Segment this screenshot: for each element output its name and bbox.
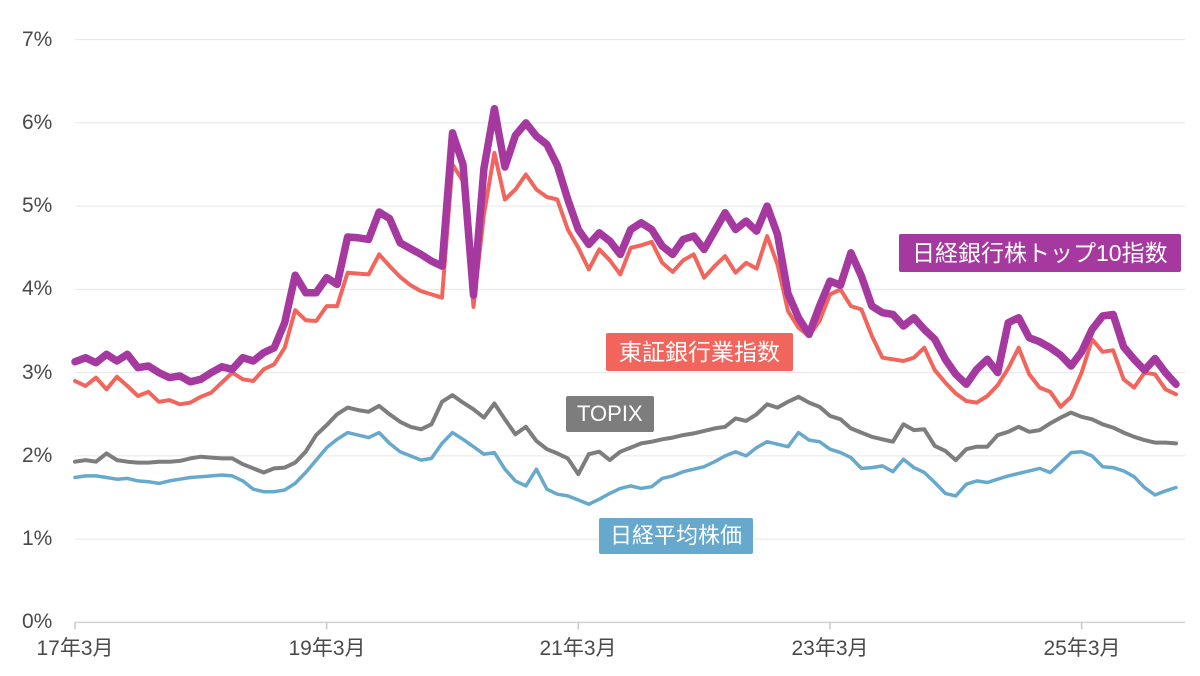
series-label-nikkei-bank-top10: 日経銀行株トップ10指数	[899, 234, 1181, 272]
series-label-nikkei-225: 日経平均株価	[599, 518, 754, 554]
x-tick-label-2: 21年3月	[539, 637, 617, 660]
series-line-0	[73, 430, 1178, 506]
series-label-tse-banks: 東証銀行業指数	[606, 333, 793, 371]
series-line-1	[73, 393, 1178, 477]
y-tick-label-7%: 7%	[22, 27, 53, 51]
series-line-2	[73, 150, 1178, 409]
x-tick-label-3: 23年3月	[791, 637, 869, 660]
y-tick-label-2%: 2%	[22, 443, 53, 467]
x-tick-label-0: 17年3月	[36, 637, 114, 660]
series-line-3	[71, 104, 1180, 389]
series-label-topix: TOPIX	[566, 396, 654, 432]
y-tick-label-3%: 3%	[22, 360, 53, 384]
y-tick-label-4%: 4%	[22, 277, 53, 301]
x-tick-label-1: 19年3月	[288, 637, 366, 660]
y-tick-label-1%: 1%	[22, 527, 53, 551]
y-tick-label-5%: 5%	[22, 194, 53, 218]
y-tick-label-6%: 6%	[22, 110, 53, 134]
y-tick-label-0%: 0%	[22, 610, 53, 634]
x-tick-label-4: 25年3月	[1043, 637, 1121, 660]
